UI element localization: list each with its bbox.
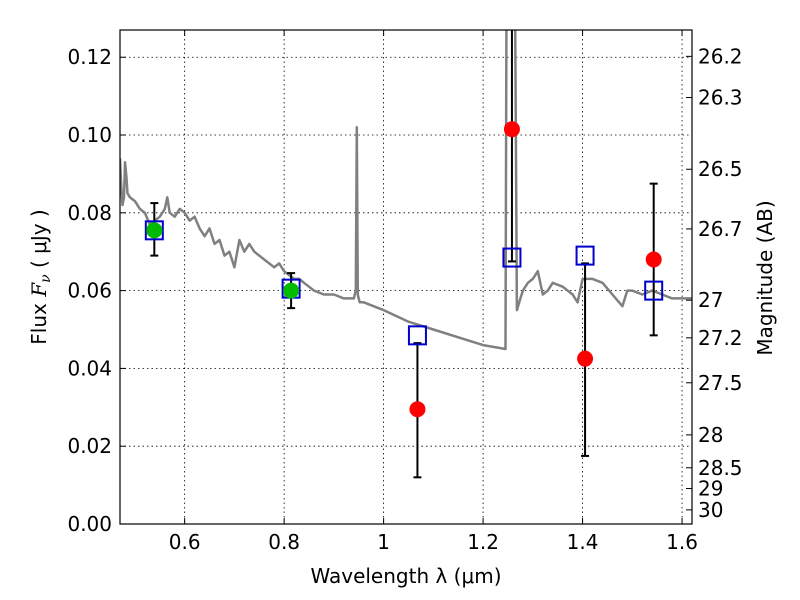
y-axis-label-subscript: ν — [38, 274, 54, 283]
y-tick-label: 0.04 — [67, 356, 112, 380]
magnitude-tick-label: 26.7 — [698, 217, 743, 241]
magnitude-tick-label: 27 — [698, 288, 723, 312]
synthetic-photometry-square — [502, 247, 522, 268]
magnitude-tick-label: 26.2 — [698, 44, 743, 68]
y-axis-label: Flux Fν ( μJy ) — [27, 209, 54, 344]
model-spectrum-line — [120, 30, 692, 351]
x-tick-label: 1.2 — [467, 530, 499, 554]
x-tick-label: 1 — [377, 530, 390, 554]
synthetic-photometry-square — [144, 220, 164, 241]
x-tick-label: 0.6 — [169, 530, 201, 554]
plot-area — [120, 30, 692, 479]
magnitude-tick-label: 26.5 — [698, 157, 743, 181]
magnitude-tick-label: 27.5 — [698, 371, 743, 395]
y-axis-label-suffix: ( μJy ) — [27, 209, 51, 274]
synthetic-photometry-square — [575, 245, 595, 266]
data-markers — [144, 121, 664, 418]
observed-photometry-point — [645, 251, 662, 268]
observed-photometry-point — [577, 350, 594, 367]
y-axis: 0.00 0.02 0.04 0.06 0.08 0.10 0.12 — [67, 45, 126, 536]
magnitude-tick-label: 28 — [698, 423, 723, 447]
synthetic-photometry-square — [644, 280, 664, 301]
x-tick-label: 0.8 — [268, 530, 300, 554]
plot-frame — [119, 29, 693, 525]
magnitude-tick-label: 28.5 — [698, 456, 743, 480]
y-tick-label: 0.00 — [67, 512, 112, 536]
y-tick-label: 0.02 — [67, 434, 112, 458]
hst-photometry-point — [146, 222, 163, 239]
y-tick-label: 0.12 — [67, 45, 112, 69]
magnitude-tick-label: 29 — [698, 477, 723, 501]
x-axis-label: Wavelength λ (μm) — [310, 564, 501, 588]
x-tick-label: 1.6 — [666, 530, 698, 554]
x-tick-label: 1.4 — [567, 530, 599, 554]
y-tick-label: 0.10 — [67, 123, 112, 147]
y-axis-label-prefix: Flux — [27, 297, 51, 345]
magnitude-tick-label: 27.2 — [698, 326, 743, 350]
observed-photometry-point — [503, 121, 520, 138]
y-tick-label: 0.08 — [67, 201, 112, 225]
x-axis: 0.6 0.8 1 1.2 1.4 1.6 — [169, 30, 698, 554]
y-axis-label-symbol: F — [27, 282, 51, 298]
y-tick-label: 0.06 — [67, 279, 112, 303]
right-axis-label: Magnitude (AB) — [753, 200, 777, 355]
synthetic-photometry-square — [407, 325, 427, 346]
magnitude-tick-label: 30 — [698, 498, 723, 522]
magnitude-tick-label: 26.3 — [698, 85, 743, 109]
observed-photometry-point — [409, 401, 426, 418]
hst-photometry-point — [283, 282, 300, 299]
